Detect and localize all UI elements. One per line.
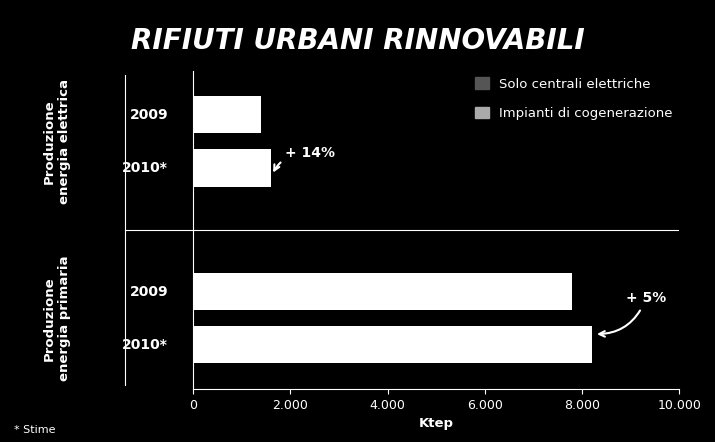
Text: Produzione
energia primaria: Produzione energia primaria xyxy=(43,255,72,381)
Text: 2010*: 2010* xyxy=(122,338,168,352)
Text: 2009: 2009 xyxy=(129,108,168,122)
Legend: Solo centrali elettriche, Impianti di cogenerazione: Solo centrali elettriche, Impianti di co… xyxy=(475,77,673,120)
Text: + 5%: + 5% xyxy=(599,291,666,337)
Text: * Stime: * Stime xyxy=(14,425,56,435)
Bar xyxy=(193,96,261,133)
Text: 2010*: 2010* xyxy=(122,161,168,175)
X-axis label: Ktep: Ktep xyxy=(419,417,453,430)
Bar xyxy=(193,149,271,187)
Text: Produzione
energia elettrica: Produzione energia elettrica xyxy=(43,79,72,204)
Text: + 14%: + 14% xyxy=(274,146,335,171)
Text: 2009: 2009 xyxy=(129,285,168,299)
Bar xyxy=(193,326,592,363)
Text: RIFIUTI URBANI RINNOVABILI: RIFIUTI URBANI RINNOVABILI xyxy=(131,27,584,54)
Bar xyxy=(193,273,572,310)
